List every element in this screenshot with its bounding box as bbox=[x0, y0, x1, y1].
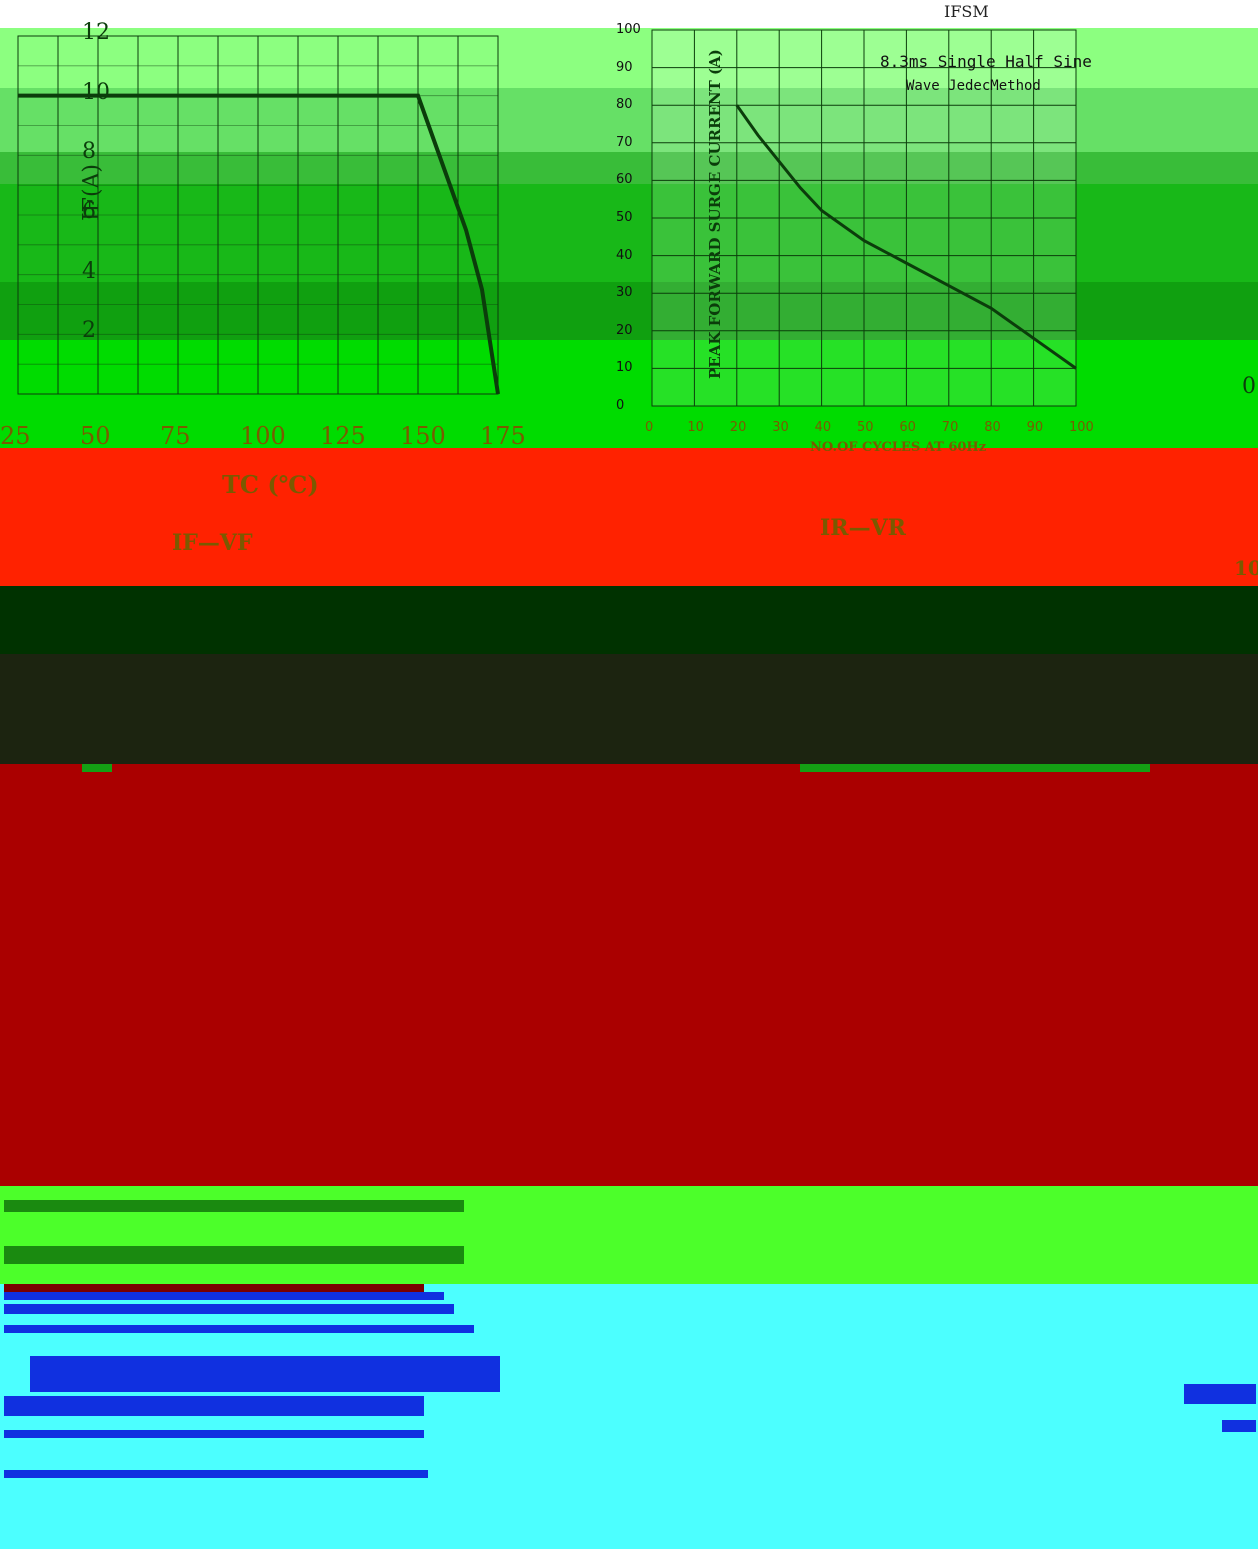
noise-bar bbox=[4, 1325, 474, 1333]
right-chart-point bbox=[799, 187, 801, 189]
left-chart-x-tick-label: 175 bbox=[480, 422, 526, 450]
right-chart-y-tick-label: 40 bbox=[616, 247, 633, 263]
right-chart-point bbox=[1033, 337, 1035, 339]
right-chart-y-tick-label: 30 bbox=[616, 285, 633, 301]
band-green-light bbox=[0, 88, 1258, 152]
right-chart-y-tick-label: 80 bbox=[616, 97, 633, 113]
right-chart-x-tick-label: 70 bbox=[941, 420, 959, 435]
right-chart-y-tick-label: 10 bbox=[616, 360, 633, 376]
right-edge-ten-label: 10 bbox=[1234, 556, 1258, 580]
ir-vr-caption: IR—VR bbox=[820, 515, 906, 541]
noise-bar bbox=[4, 1304, 454, 1314]
noise-bar bbox=[4, 1396, 424, 1416]
right-chart-y-tick-label: 90 bbox=[616, 59, 633, 75]
left-chart-point bbox=[417, 95, 419, 97]
left-chart-point bbox=[177, 95, 179, 97]
right-chart-x-tick-label: 0 bbox=[645, 420, 654, 435]
noise-bar bbox=[4, 1430, 424, 1438]
left-chart-point bbox=[17, 95, 19, 97]
left-chart-x-tick-label: 125 bbox=[320, 422, 366, 450]
right-chart-annotation-line2: Wave JedecMethod bbox=[906, 78, 1041, 94]
right-chart-y-tick-label: 100 bbox=[616, 22, 641, 37]
right-chart-point bbox=[905, 262, 907, 264]
right-chart-x-tick-label: 50 bbox=[857, 420, 874, 435]
left-chart-curve-layer bbox=[17, 93, 500, 395]
right-chart-x-tick-label: 100 bbox=[1069, 420, 1094, 435]
right-chart-annotation-line1: 8.3ms Single Half Sine bbox=[880, 52, 1092, 71]
noise-bar bbox=[1184, 1384, 1256, 1404]
left-chart-y-tick-label: 12 bbox=[82, 20, 110, 45]
right-chart-y-tick-label: 50 bbox=[616, 210, 633, 225]
right-chart-y-tick-label: 20 bbox=[616, 322, 633, 338]
right-chart-point bbox=[736, 104, 738, 106]
left-chart-point bbox=[497, 393, 499, 395]
left-chart-point bbox=[433, 139, 435, 141]
band-dark-green bbox=[0, 586, 1258, 654]
left-chart-x-tick-label: 100 bbox=[240, 422, 286, 450]
noise-bar bbox=[4, 1292, 444, 1300]
left-chart-y-tick-label: 6 bbox=[82, 199, 96, 224]
noise-bar bbox=[4, 1246, 464, 1264]
left-chart-y-tick-label: 10 bbox=[82, 79, 110, 105]
right-chart-x-tick-label: 30 bbox=[772, 420, 789, 435]
left-chart-x-tick-label: 75 bbox=[160, 422, 191, 450]
left-chart-x-tick-label: 150 bbox=[400, 422, 446, 450]
right-chart-point bbox=[757, 134, 759, 136]
left-chart-point bbox=[465, 229, 467, 231]
right-chart-curve-layer bbox=[735, 104, 1077, 370]
left-chart-y-tick-label: 4 bbox=[82, 258, 96, 284]
noise-bar bbox=[4, 1200, 464, 1212]
right-chart-x-tick-label: 20 bbox=[729, 420, 747, 435]
right-chart-title: IFSM bbox=[944, 2, 989, 21]
band-green-top bbox=[0, 28, 1258, 88]
noise-bar bbox=[4, 1470, 428, 1478]
left-chart-point bbox=[97, 95, 99, 97]
right-chart-point bbox=[948, 285, 950, 287]
right-chart-ylabel: PEAK FORWARD SURGE CURRENT (A) bbox=[706, 49, 724, 379]
right-chart-xlabel: NO.OF CYCLES AT 60Hz bbox=[810, 440, 987, 455]
right-chart-y-tick-label: 70 bbox=[616, 134, 633, 150]
band-green-mid bbox=[0, 152, 1258, 184]
right-chart-x-tick-label: 90 bbox=[1026, 420, 1044, 435]
left-chart-point bbox=[481, 289, 483, 291]
right-chart-y-tick-label: 0 bbox=[616, 398, 625, 413]
right-chart-x-tick-label: 60 bbox=[899, 420, 916, 435]
left-chart-point bbox=[449, 184, 451, 186]
noise-bar bbox=[82, 764, 112, 772]
left-chart-point bbox=[257, 95, 259, 97]
left-chart-y-tick-label: 8 bbox=[82, 139, 96, 165]
noise-bar bbox=[800, 764, 1150, 772]
left-chart-y-tick-label: 2 bbox=[82, 318, 96, 344]
band-maroon bbox=[0, 764, 1258, 1186]
left-chart-point bbox=[337, 95, 339, 97]
right-edge-zero-label: 0 bbox=[1242, 374, 1256, 399]
left-chart-x-tick-label: 50 bbox=[80, 422, 111, 450]
right-chart-point bbox=[821, 209, 823, 211]
right-chart-point bbox=[1075, 367, 1077, 369]
right-chart-x-tick-label: 10 bbox=[687, 420, 704, 435]
charts-svg bbox=[17, 29, 1077, 407]
right-chart-y-tick-label: 60 bbox=[616, 172, 633, 188]
right-chart-point bbox=[990, 307, 992, 309]
band-green bbox=[0, 184, 1258, 282]
band-dark bbox=[0, 654, 1258, 764]
right-chart-x-tick-label: 80 bbox=[984, 420, 1001, 435]
band-red bbox=[0, 448, 1258, 586]
noise-bar bbox=[30, 1356, 500, 1392]
noise-bar bbox=[4, 1284, 424, 1292]
right-chart-x-tick-label: 40 bbox=[814, 420, 832, 435]
if-vf-caption: IF—VF bbox=[172, 530, 253, 556]
left-chart-x-tick-label: 25 bbox=[0, 422, 31, 450]
left-chart-xlabel: TC (℃) bbox=[222, 470, 319, 499]
right-chart-point bbox=[863, 240, 865, 242]
right-chart-point bbox=[778, 161, 780, 163]
noise-bar bbox=[1222, 1420, 1256, 1432]
band-cyan bbox=[0, 1284, 1258, 1549]
right-chart-grid bbox=[651, 29, 1077, 407]
